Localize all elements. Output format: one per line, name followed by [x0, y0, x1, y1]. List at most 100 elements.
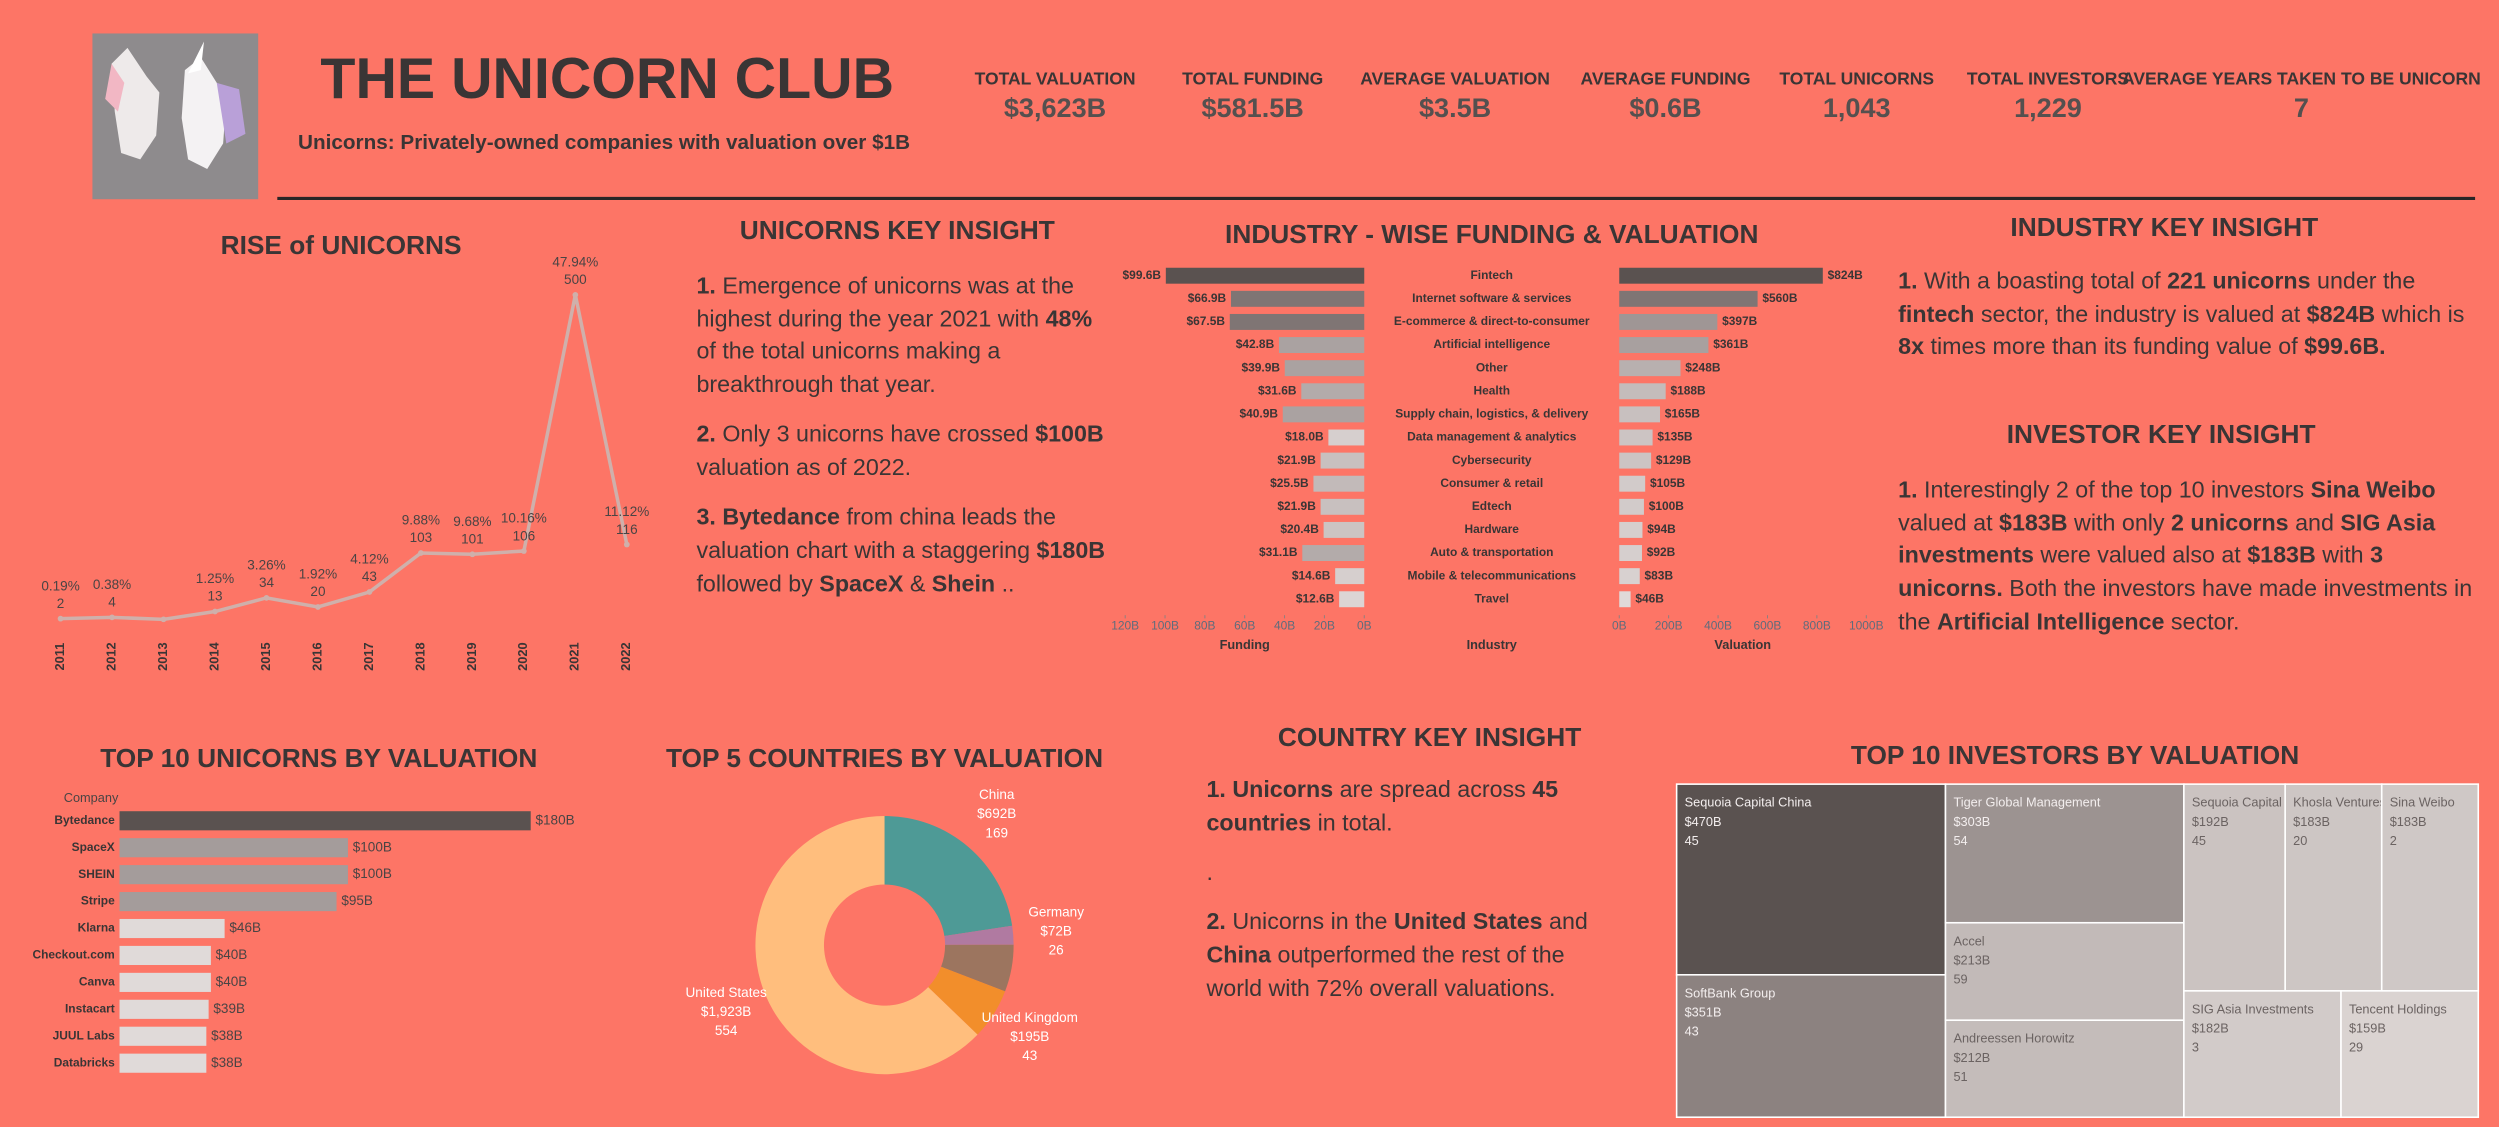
data-label: $100B — [353, 866, 392, 881]
data-label: 34 — [259, 575, 275, 590]
x-tick-label: 1000B — [1849, 619, 1884, 633]
tile-value: $213B — [1953, 952, 1990, 967]
axis-title: Company — [64, 790, 119, 805]
percent-label: 3.26% — [247, 558, 285, 573]
bold-run: 3 unicorns. — [1898, 544, 2384, 603]
data-label: $38B — [211, 1055, 243, 1070]
bar — [1302, 545, 1365, 561]
tile-value: $159B — [2349, 1020, 2386, 1035]
text-run: Both the investors have made investments… — [1898, 577, 2473, 636]
slice-count: 26 — [1049, 943, 1064, 958]
category-label: Internet software & services — [1412, 291, 1572, 305]
paragraph: 1. Emergence of unicorns was at the high… — [696, 271, 1114, 403]
bold-run: $100B — [1035, 422, 1104, 449]
data-label: $46B — [229, 920, 261, 935]
axis-title: Valuation — [1714, 637, 1771, 652]
data-label: $165B — [1665, 407, 1701, 421]
percent-label: 10.16% — [501, 511, 547, 526]
data-label: $94B — [1647, 522, 1676, 536]
x-tick-label: 200B — [1655, 619, 1683, 633]
point — [623, 541, 630, 548]
category-label: Data management & analytics — [1407, 430, 1577, 444]
category-label: Stripe — [81, 894, 115, 908]
bar — [119, 999, 209, 1019]
kpi-label: AVERAGE VALUATION — [1360, 68, 1550, 88]
insight-text: 1. Unicorns are spread across 45 countri… — [1206, 775, 1624, 1023]
bar — [1230, 290, 1365, 307]
text-run: outperformed the rest of the world with … — [1206, 943, 1565, 1002]
data-label: $560B — [1762, 291, 1798, 305]
text-run: sector. — [2164, 610, 2240, 636]
dashboard-title: THE UNICORN CLUB — [320, 47, 894, 111]
category-label: Consumer & retail — [1440, 476, 1543, 490]
text-run: Only 3 unicorns have crossed — [715, 422, 1036, 449]
bold-run: SpaceX — [819, 571, 904, 598]
bar — [1320, 452, 1365, 469]
paragraph: 2. Unicorns in the United States and Chi… — [1206, 907, 1624, 1006]
point — [315, 604, 321, 610]
point — [572, 291, 579, 298]
percent-label: 0.19% — [41, 578, 79, 593]
data-label: $100B — [1649, 499, 1685, 513]
slice-value: $195B — [1010, 1029, 1049, 1044]
bar — [1619, 383, 1666, 400]
point — [109, 614, 115, 621]
bold-run: 1. — [696, 274, 716, 300]
text-run: with — [2315, 544, 2371, 570]
bar — [1282, 406, 1365, 423]
tile — [2284, 783, 2383, 992]
insight-title: INDUSTRY KEY INSIGHT — [2010, 213, 2319, 243]
category-label: Travel — [1474, 591, 1509, 605]
x-tick-label: 2019 — [464, 642, 479, 670]
category-label: Cybersecurity — [1452, 453, 1532, 467]
bold-run: United States — [1393, 910, 1543, 936]
bar — [119, 865, 348, 885]
tile — [1944, 1019, 2185, 1119]
tile-value: $351B — [1685, 1004, 1722, 1019]
tile-count: 3 — [2192, 1040, 2199, 1055]
paragraph: 1. Unicorns are spread across 45 countri… — [1206, 775, 1624, 841]
insight-title: UNICORNS KEY INSIGHT — [739, 216, 1055, 246]
text-run: times more than its funding value of — [1924, 335, 2305, 361]
data-label: 116 — [616, 522, 638, 537]
insight-text: 1. Emergence of unicorns was at the high… — [696, 271, 1114, 618]
bar — [1165, 267, 1365, 284]
bold-run: 221 unicorns — [2167, 269, 2311, 295]
x-tick-label: 2022 — [618, 642, 633, 670]
data-label: 4 — [108, 595, 116, 610]
bar — [1619, 337, 1709, 354]
chart-title: TOP 5 COUNTRIES BY VALUATION — [666, 743, 1103, 773]
chart-title: INDUSTRY - WISE FUNDING & VALUATION — [1225, 219, 1758, 249]
kpi-label: TOTAL FUNDING — [1182, 68, 1323, 88]
tile-count: 51 — [1953, 1069, 1967, 1084]
percent-label: 4.12% — [350, 552, 388, 567]
percent-label: 11.12% — [604, 504, 649, 519]
bold-run: $824B — [2306, 302, 2376, 328]
data-label: $92B — [1647, 545, 1676, 559]
x-tick-label: 800B — [1803, 619, 1831, 633]
x-tick-label: 40B — [1274, 619, 1295, 633]
point — [57, 615, 64, 622]
data-label: 101 — [461, 532, 484, 547]
x-tick-label: 0B — [1357, 619, 1372, 633]
bold-run: 1. Unicorns — [1206, 777, 1334, 804]
data-label: 103 — [410, 530, 433, 545]
category-label: SHEIN — [78, 867, 114, 881]
insight-text: 1. With a boasting total of 221 unicorns… — [1898, 266, 2485, 382]
insight-text: 1. Interestingly 2 of the top 10 investo… — [1898, 475, 2485, 657]
bold-run: $183B — [1999, 511, 2068, 537]
bar — [1339, 591, 1365, 608]
bar — [1313, 475, 1365, 492]
percent-label: 1.92% — [299, 567, 337, 582]
tile-count: 59 — [1953, 972, 1967, 987]
kpi-value: 1,043 — [1823, 92, 1891, 123]
category-label: Auto & transportation — [1430, 545, 1553, 559]
bold-run: SIG Asia investments — [1898, 511, 2436, 570]
data-label: 43 — [362, 569, 377, 584]
slice-value: $1,923B — [701, 1004, 751, 1019]
bar — [1335, 568, 1365, 585]
bold-run: 2 unicorns — [2171, 511, 2289, 537]
bar — [1328, 429, 1365, 446]
x-tick-label: 0B — [1612, 619, 1627, 633]
